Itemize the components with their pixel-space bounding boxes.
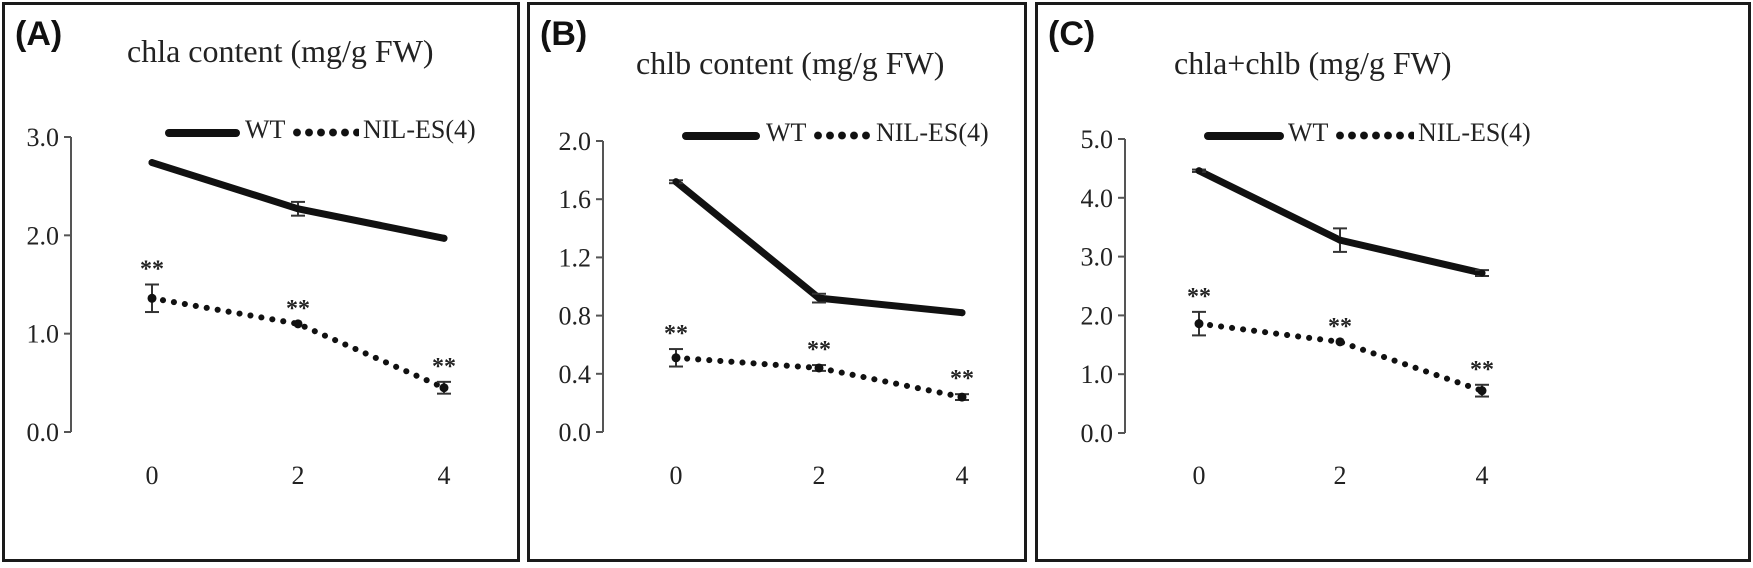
y-tick-label: 2.0 xyxy=(559,127,592,156)
y-tick-label: 3.0 xyxy=(1081,243,1114,272)
x-tick-label: 4 xyxy=(438,461,451,490)
y-tick-label: 0.4 xyxy=(559,360,592,389)
data-point xyxy=(1336,236,1344,244)
significance-label: ** xyxy=(286,296,310,322)
x-tick-label: 2 xyxy=(813,461,826,490)
data-point xyxy=(293,319,303,329)
y-tick-label: 0.0 xyxy=(559,418,592,447)
data-point xyxy=(671,353,681,363)
data-point xyxy=(147,293,157,303)
y-tick-label: 1.2 xyxy=(559,243,592,272)
significance-label: ** xyxy=(140,257,164,283)
plot-area-c: 0.0 1.0 2.0 3.0 4.0 5.0 0 2 4 ** ** ** xyxy=(1081,125,1495,490)
legend-label-wt: WT xyxy=(1288,118,1329,147)
legend-label-nil: NIL-ES(4) xyxy=(1418,118,1531,147)
data-point xyxy=(439,383,449,393)
y-tick-label: 1.6 xyxy=(559,185,592,214)
x-tick-label: 0 xyxy=(670,461,683,490)
legend-solid-swatch xyxy=(1204,132,1284,140)
data-point xyxy=(672,178,680,186)
legend-label-nil: NIL-ES(4) xyxy=(363,115,476,144)
legend-dotted-swatch xyxy=(1334,131,1414,140)
y-tick-label: 5.0 xyxy=(1081,125,1114,154)
plot-area-b: 0.0 0.4 0.8 1.2 1.6 2.0 0 2 4 ** ** ** xyxy=(559,127,975,490)
panel-label: (A) xyxy=(15,15,63,53)
y-tick-label: 0.0 xyxy=(27,418,60,447)
x-tick-label: 0 xyxy=(1193,461,1206,490)
y-tick-label: 3.0 xyxy=(27,123,60,152)
legend: WT NIL-ES(4) xyxy=(165,115,515,155)
series-line-wt xyxy=(1195,167,1486,277)
x-tick-label: 4 xyxy=(1476,461,1489,490)
legend-label-nil: NIL-ES(4) xyxy=(876,118,989,147)
data-point xyxy=(1478,269,1486,277)
data-point xyxy=(1335,337,1345,347)
significance-label: ** xyxy=(1328,314,1352,340)
data-point xyxy=(440,234,448,242)
plot-area-a: 0.0 1.0 2.0 3.0 0 2 4 ** ** ** xyxy=(27,123,457,490)
x-tick-label: 2 xyxy=(292,461,305,490)
x-tick-label: 0 xyxy=(146,461,159,490)
y-tick-label: 1.0 xyxy=(27,320,60,349)
significance-label: ** xyxy=(807,337,831,363)
x-tick-label: 4 xyxy=(956,461,969,490)
chart-title: chlb content (mg/g FW) xyxy=(636,45,945,81)
y-tick-label: 4.0 xyxy=(1081,184,1114,213)
data-point xyxy=(814,363,824,373)
series-line-wt xyxy=(148,159,448,242)
data-point xyxy=(294,205,302,213)
series-line-nil xyxy=(149,295,447,391)
chart-panel-a: 0.0 1.0 2.0 3.0 0 2 4 ** ** ** (A) chla content (… xyxy=(2,2,520,562)
legend-solid-swatch xyxy=(682,132,760,140)
panel-label: (B) xyxy=(540,15,588,53)
legend-label-wt: WT xyxy=(766,118,807,147)
legend-label-wt: WT xyxy=(245,115,286,144)
data-point xyxy=(958,309,966,317)
data-point xyxy=(1477,386,1487,396)
data-point xyxy=(815,294,823,302)
data-point xyxy=(148,159,156,167)
legend: WT NIL-ES(4) xyxy=(1204,118,1624,158)
legend-dotted-swatch xyxy=(291,128,359,137)
significance-label: ** xyxy=(1470,357,1494,383)
significance-label: ** xyxy=(432,354,456,380)
y-tick-label: 2.0 xyxy=(27,221,60,250)
significance-label: ** xyxy=(1187,284,1211,310)
chart-title: chla content (mg/g FW) xyxy=(127,33,434,69)
x-tick-label: 2 xyxy=(1334,461,1347,490)
y-tick-label: 1.0 xyxy=(1081,360,1114,389)
panel-label: (C) xyxy=(1048,15,1096,53)
chart-panel-c: 0.0 1.0 2.0 3.0 4.0 5.0 0 2 4 ** ** ** (C) chla+chl… xyxy=(1035,2,1751,562)
y-tick-label: 0.8 xyxy=(559,302,592,331)
chart-title: chla+chlb (mg/g FW) xyxy=(1174,45,1452,81)
data-point xyxy=(957,392,967,402)
y-tick-label: 0.0 xyxy=(1081,419,1114,448)
significance-label: ** xyxy=(950,366,974,392)
legend-dotted-swatch xyxy=(812,131,872,140)
data-point xyxy=(1194,319,1204,329)
data-point xyxy=(1195,167,1203,175)
y-tick-label: 2.0 xyxy=(1081,301,1114,330)
legend: WT NIL-ES(4) xyxy=(682,118,1022,158)
legend-solid-swatch xyxy=(165,129,240,137)
chart-panel-b: 0.0 0.4 0.8 1.2 1.6 2.0 0 2 4 ** ** ** (B) chlb con… xyxy=(527,2,1027,562)
significance-label: ** xyxy=(664,321,688,347)
